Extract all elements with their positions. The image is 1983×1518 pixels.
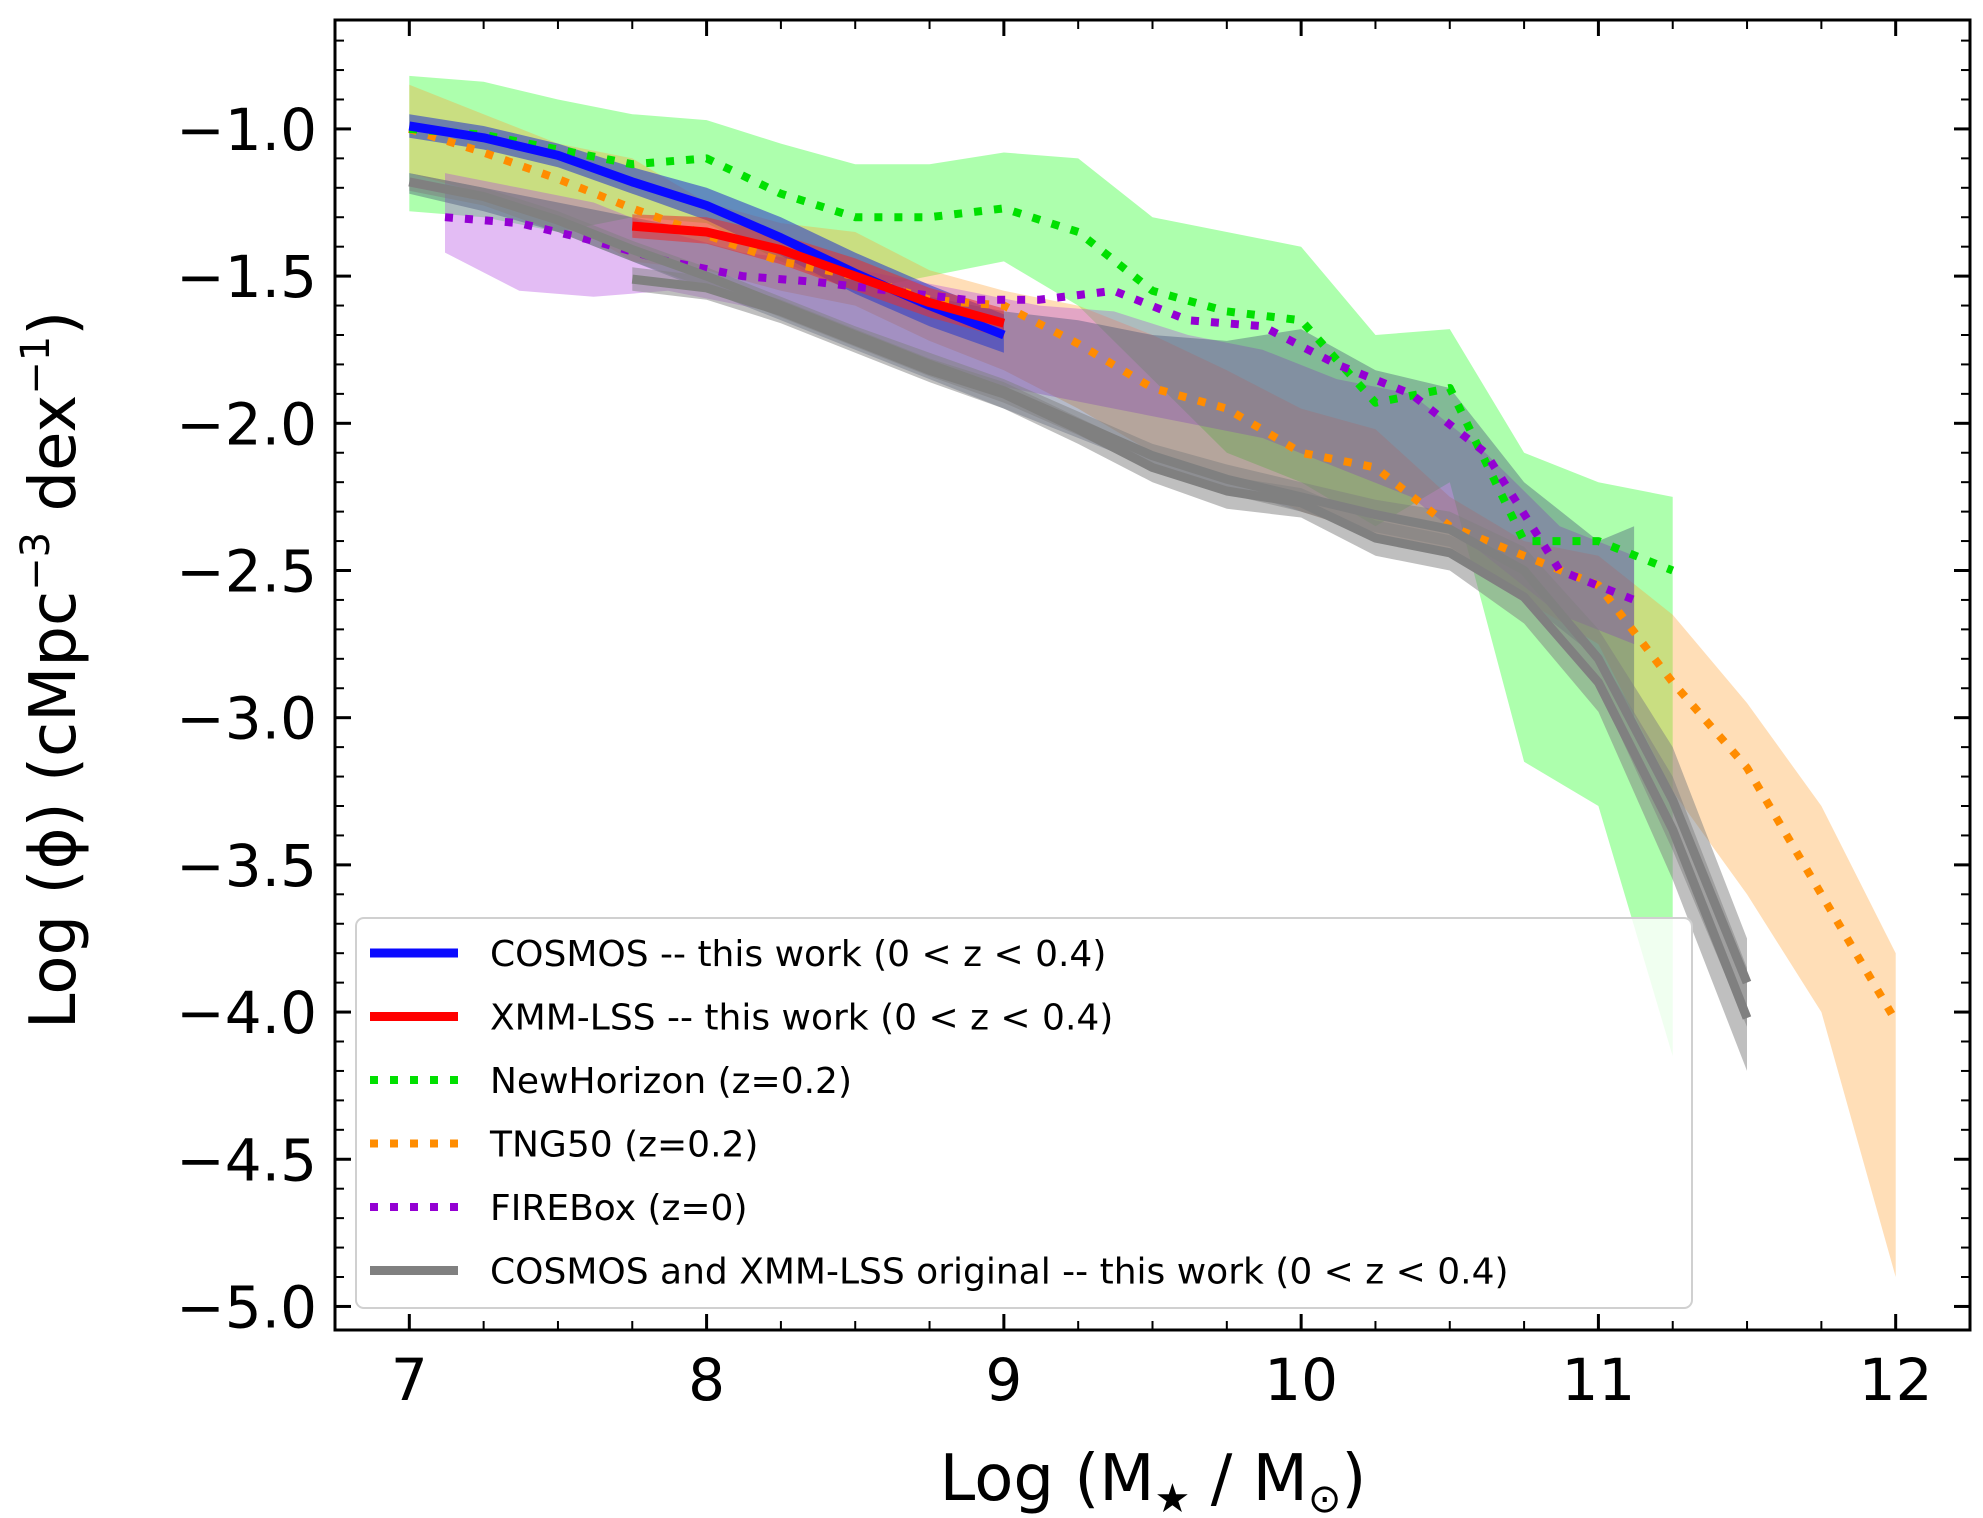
y-tick-label: −4.0 (176, 979, 317, 1047)
y-tick-label: −3.5 (176, 832, 317, 900)
chart-figure: 7 8 9 10 11 12 −1.0 −1.5 −2.0 −2.5 −3.0 −3.5 −4.0 −4.… (0, 0, 1983, 1514)
y-tick-label: −2.0 (176, 390, 317, 458)
legend-label: TNG50 (z=0.2) (489, 1125, 758, 1166)
x-tick-label: 12 (1859, 1346, 1933, 1414)
y-axis-label-sup2: −1 (13, 336, 59, 395)
x-tick-label: 9 (985, 1346, 1022, 1414)
x-tick-label: 8 (688, 1346, 725, 1414)
x-tick-label: 10 (1264, 1346, 1338, 1414)
y-axis-label-sup1: −3 (13, 532, 59, 591)
legend-label: COSMOS and XMM-LSS original -- this work… (490, 1252, 1509, 1293)
legend-label: XMM-LSS -- this work (0 < z < 0.4) (490, 998, 1113, 1039)
x-axis-label-sub1: ★ (1155, 1476, 1191, 1514)
y-tick-label: −4.5 (176, 1126, 317, 1194)
y-tick-label: −1.0 (176, 96, 317, 164)
legend-box (356, 918, 1692, 1308)
y-axis-label: Log (ϕ) (cMpc−3 dex−1) (13, 311, 91, 1029)
x-tick-label: 7 (391, 1346, 428, 1414)
y-tick-label: −1.5 (176, 243, 317, 311)
y-tick-label: −2.5 (176, 537, 317, 605)
legend-label: NewHorizon (z=0.2) (490, 1061, 852, 1102)
legend: COSMOS -- this work (0 < z < 0.4) XMM-LSS… (356, 918, 1692, 1308)
x-axis-label-sub2: ⊙ (1308, 1476, 1342, 1514)
legend-label: COSMOS -- this work (0 < z < 0.4) (490, 934, 1106, 975)
x-axis-label: Log (M★ / M⊙) (940, 1442, 1367, 1514)
y-tick-label: −5.0 (176, 1273, 317, 1341)
chart-svg: 7 8 9 10 11 12 −1.0 −1.5 −2.0 −2.5 −3.0 −3.5 −4.0 −4.… (0, 0, 1983, 1514)
x-tick-label: 11 (1562, 1346, 1636, 1414)
legend-label: FIREBox (z=0) (490, 1188, 748, 1229)
y-tick-label: −3.0 (176, 685, 317, 753)
